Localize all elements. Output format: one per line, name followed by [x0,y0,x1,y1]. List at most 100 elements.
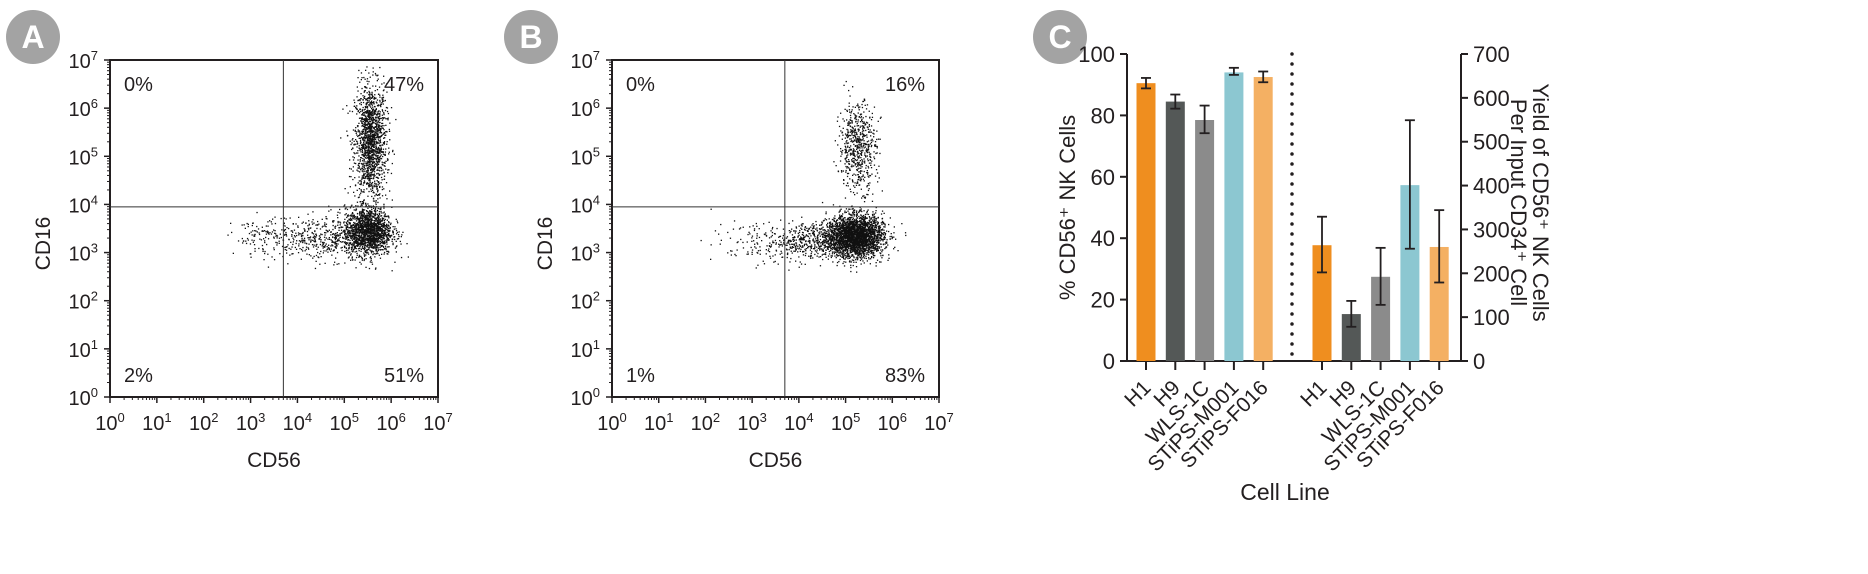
event-dot [846,109,848,111]
event-dot [374,239,376,241]
tick-exponent: 2 [91,289,98,304]
event-dot [374,90,376,92]
event-dot [245,240,247,242]
plot-frame [109,59,439,398]
event-dot [363,114,366,116]
event-dot [373,103,375,105]
event-dot [850,148,852,150]
event-dot [371,219,373,221]
event-dot [376,130,378,132]
event-dot [302,241,304,243]
event-dot [857,164,859,166]
event-dot [317,256,319,258]
event-dot [854,182,856,184]
event-dot [360,182,362,185]
event-dot [346,105,348,107]
event-dot [380,236,383,238]
event-dot [273,236,275,238]
event-dot [347,223,349,226]
event-dot [374,120,377,122]
event-dot [850,249,852,251]
event-dot [372,246,374,249]
event-dot [377,184,379,186]
event-dot [347,257,350,259]
event-dot [368,237,370,239]
event-dot [374,247,376,250]
event-dot [392,238,394,240]
event-dot [369,225,371,228]
event-dot [369,117,371,119]
event-dot [379,115,381,117]
event-dot [377,216,379,218]
event-dot [362,163,365,165]
event-dot [366,250,368,252]
event-dot [382,103,384,105]
event-dot [381,234,383,237]
event-dot [365,266,367,268]
event-dot [326,230,328,232]
event-dot [385,235,387,237]
event-dot [360,226,362,229]
event-dot [360,148,362,150]
event-dot [843,179,845,181]
event-dot [363,239,365,241]
event-dot [829,228,831,231]
event-dot [361,118,363,120]
event-dot [862,125,864,127]
event-dot [837,170,840,173]
event-dot [263,238,265,240]
event-dot [376,128,378,131]
event-dot [373,225,375,227]
event-dot [383,142,385,144]
event-dot [864,196,867,198]
event-dot [361,131,364,134]
event-dot [362,98,364,101]
event-dot [373,231,376,233]
event-dot [859,217,861,219]
event-dot [285,249,288,251]
event-dot [848,149,850,151]
event-dot [368,90,370,93]
event-dot [363,241,365,243]
event-dot [406,243,408,245]
event-dot [366,235,369,238]
event-dot [368,190,370,193]
event-dot [348,229,350,232]
event-dot [386,141,388,143]
event-dot [366,66,368,68]
x-tick-label: 101 [142,410,171,435]
event-dot [383,89,385,91]
event-dot [839,246,841,248]
event-dot [376,209,378,212]
event-dot [377,238,379,240]
event-dot [363,139,366,142]
event-dot [363,237,365,240]
event-dot [859,134,862,136]
event-dot [382,241,385,244]
event-dot [867,165,869,168]
event-dot [339,241,342,243]
event-dot [849,122,852,124]
event-dot [375,145,377,147]
event-dot [855,117,857,119]
event-dot [347,112,349,114]
event-dot [380,147,382,150]
event-dot [364,244,366,246]
event-dot [847,129,849,131]
event-dot [344,214,346,216]
event-dot [864,152,866,154]
event-dot [304,250,306,252]
event-dot [861,147,863,149]
event-dot [846,136,849,139]
event-dot [866,186,868,188]
event-dot [380,215,382,217]
event-dot [371,108,373,110]
event-dot [854,145,856,147]
event-dot [380,129,382,131]
event-dot [392,242,394,244]
event-dot [365,204,367,206]
event-dot [280,236,282,239]
event-dot [865,167,867,169]
event-dot [857,105,859,107]
event-dot [858,142,860,144]
